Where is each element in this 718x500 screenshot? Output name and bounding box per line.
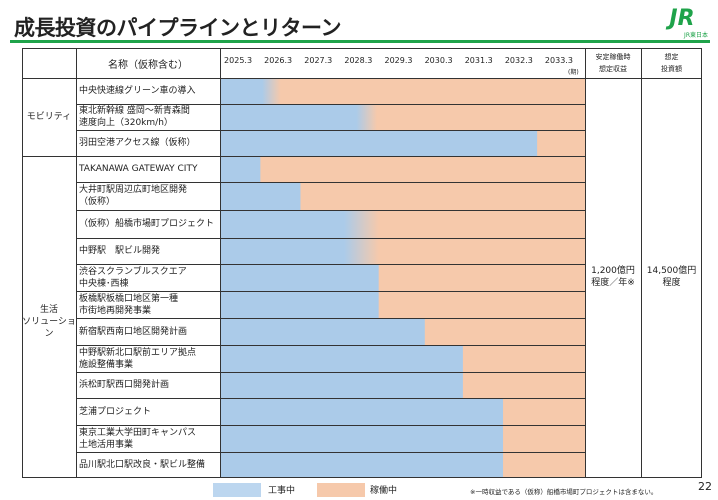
legend-construction: 工事中 [268, 486, 296, 496]
gantt-bar [220, 210, 585, 238]
page-number: 22 [698, 480, 712, 493]
project-name: 中央快速線グリーン車の導入 [79, 86, 196, 96]
column-divider [76, 48, 77, 478]
footnote: ※一時収益である（仮称）船橋市場町プロジェクトは含まない。 [470, 488, 658, 496]
logo-subtext: JR東日本 [684, 32, 708, 39]
row-divider [76, 452, 585, 453]
gantt-bar [220, 78, 585, 104]
project-name: 中野駅 駅ビル開発 [79, 246, 161, 256]
header-divider [22, 78, 702, 79]
tick-label: 2032.3 [504, 56, 533, 65]
gantt-bar [220, 182, 585, 210]
row-divider [76, 264, 585, 265]
tick-label: 2027.3 [304, 56, 333, 65]
row-divider [76, 238, 585, 239]
tick-label: 2033.3 [544, 56, 573, 65]
project-name: 芝浦プロジェクト [79, 406, 152, 417]
logo-mark: JR [669, 6, 695, 31]
project-name: 品川駅北口駅改良・駅ビル整備 [79, 460, 206, 470]
project-name: 東京工業大学田町キャンパス 土地活用事業 [79, 427, 197, 450]
gantt-bar [220, 130, 585, 156]
column-divider [585, 48, 586, 478]
row-divider [76, 291, 585, 292]
page-title: 成長投資のパイプラインとリターン [14, 16, 341, 40]
pipeline-table [22, 48, 702, 478]
investment-value: 14,500億円 程度 [646, 266, 697, 288]
category-mobility: モビリティ [26, 112, 72, 122]
category-life-solutions: 生活 ソリューション [22, 305, 76, 339]
gantt-bar [220, 372, 585, 398]
row-divider [76, 372, 585, 373]
project-name: 浜松町駅西口開発計画 [79, 380, 170, 390]
gantt-bar [220, 452, 585, 478]
legend-swatch-operation [317, 483, 365, 497]
header-revenue: 安定稼働時 想定収益 [595, 53, 631, 73]
legend-swatch-construction [213, 483, 261, 497]
project-name: 大井町駅周辺広町地区開発 （仮称） [79, 185, 188, 207]
tick-label: 2028.3 [344, 56, 373, 65]
project-name: TAKANAWA GATEWAY CITY [79, 164, 198, 174]
row-divider [76, 398, 585, 399]
column-divider [220, 48, 221, 478]
project-name: 新宿駅西南口地区開発計画 [79, 326, 188, 337]
gantt-bar [220, 291, 585, 318]
tick-label: 2026.3 [264, 56, 293, 65]
row-divider [22, 156, 585, 157]
tick-label: 2030.3 [424, 56, 453, 65]
gantt-bar [220, 318, 585, 345]
row-divider [76, 345, 585, 346]
header-investment: 想定 投資額 [661, 53, 682, 73]
project-name: 中野駅新北口駅前エリア拠点 施設整備事業 [79, 347, 197, 370]
tick-label: 2031.3 [464, 56, 493, 65]
title-divider [10, 40, 710, 43]
gantt-bar [220, 345, 585, 372]
gantt-bar [220, 398, 585, 425]
row-divider [76, 210, 585, 211]
column-divider [641, 48, 642, 478]
legend-operation: 稼働中 [370, 486, 398, 496]
tick-label: 2029.3 [384, 56, 413, 65]
jr-east-logo: JR JR東日本 [656, 6, 708, 40]
header-name: 名称（仮称含む） [108, 59, 188, 71]
row-divider [76, 104, 585, 105]
gantt-bar [220, 264, 585, 291]
gantt-bar [220, 425, 585, 452]
project-name: 東北新幹線 盛岡～新青森間 速度向上（320km/h） [79, 106, 190, 128]
revenue-value: 1,200億円 程度／年※ [591, 266, 635, 288]
project-name: 板橋駅板橋口地区第一種 市街地再開発事業 [79, 293, 179, 316]
row-divider [76, 318, 585, 319]
row-divider [76, 130, 585, 131]
tick-label: 2025.3 [224, 56, 253, 65]
row-divider [76, 425, 585, 426]
project-name: 渋谷スクランブルスクエア 中央棟･西棟 [79, 266, 187, 289]
gantt-bar [220, 104, 585, 130]
period-unit: (期) [568, 69, 579, 76]
project-name: （仮称）船橋市場町プロジェクト [79, 219, 215, 229]
project-name: 羽田空港アクセス線（仮称） [79, 138, 196, 148]
gantt-bar [220, 156, 585, 182]
row-divider [76, 182, 585, 183]
gantt-bar [220, 238, 585, 264]
